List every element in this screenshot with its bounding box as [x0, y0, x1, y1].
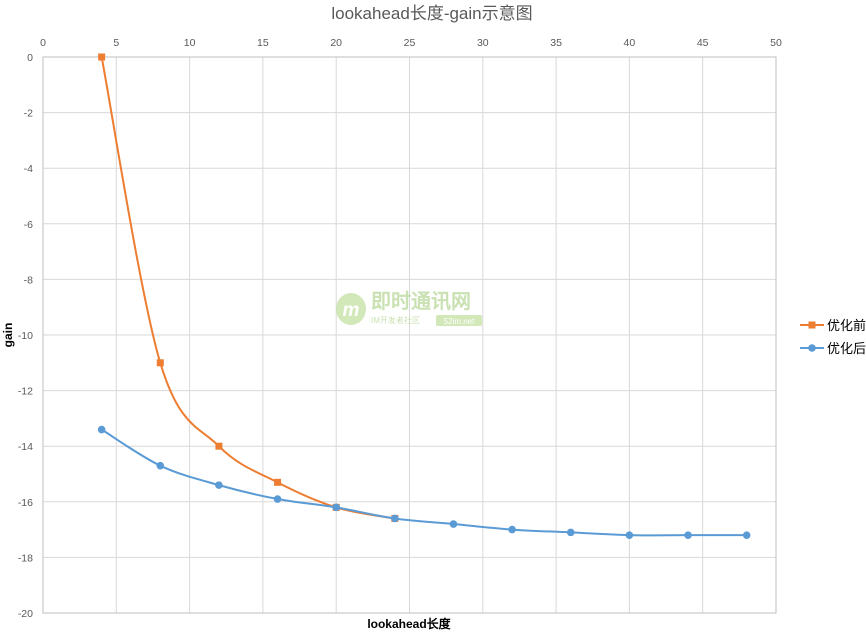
data-point-2	[97, 425, 106, 434]
watermark-logo-icon: m	[336, 293, 366, 325]
y-tick-label: -4	[24, 163, 33, 175]
y-tick-label: -14	[18, 441, 33, 453]
x-tick-label: 25	[404, 37, 416, 49]
legend-marker-1	[808, 321, 816, 329]
y-axis-label: gain	[1, 323, 15, 348]
data-point-2	[684, 531, 692, 539]
data-point-2	[391, 514, 399, 523]
data-point-1	[215, 442, 223, 450]
data-point-2	[332, 503, 341, 512]
x-tick-label: 0	[40, 37, 46, 49]
data-point-2	[273, 495, 282, 503]
legend-label-2: 优化后	[827, 341, 866, 356]
x-tick-label: 20	[330, 37, 342, 49]
data-point-2	[742, 531, 751, 539]
watermark-logo-letter: m	[343, 300, 360, 321]
y-tick-label: -20	[18, 608, 33, 620]
data-point-2	[508, 525, 516, 534]
data-point-2	[566, 528, 575, 537]
y-tick-label: -18	[18, 552, 33, 564]
watermark: m 即时通讯网 IM开发者社区 52im.net	[336, 290, 482, 326]
data-point-2	[156, 461, 165, 470]
x-tick-label: 50	[770, 37, 782, 49]
watermark-subtitle: IM开发者社区	[371, 315, 420, 325]
x-tick-label: 15	[257, 37, 269, 49]
series-2	[97, 425, 751, 539]
legend-marker-2	[808, 344, 816, 352]
x-tick-label: 5	[113, 37, 119, 49]
series-layer	[97, 53, 751, 539]
data-point-2	[215, 481, 223, 489]
data-point-2	[625, 531, 634, 539]
watermark-badge: 52im.net	[444, 317, 475, 326]
y-tick-label: -16	[18, 497, 33, 509]
y-tick-label: -2	[24, 108, 33, 120]
x-axis-label: lookahead长度	[367, 616, 451, 631]
y-tick-label: 0	[27, 52, 33, 64]
legend-item-2: 优化后	[800, 341, 866, 356]
data-point-2	[449, 520, 458, 528]
plot-area: 0 5 10 15 20 25 30 35 40 45 50 0 -2 -4 -6 -8 -10 -12 -14 -…	[18, 37, 782, 620]
x-tick-label: 45	[697, 37, 709, 49]
x-tick-label: 40	[624, 37, 636, 49]
y-tick-label: -10	[18, 330, 33, 342]
watermark-title: 即时通讯网	[371, 290, 471, 313]
watermark-badge-bg	[436, 315, 482, 326]
legend-label-1: 优化前	[827, 318, 866, 333]
chart-title: lookahead长度-gain示意图	[331, 4, 532, 23]
data-point-1	[98, 53, 106, 61]
x-tick-label: 10	[184, 37, 196, 49]
plot-frame	[42, 56, 777, 614]
y-tick-label: -8	[24, 274, 33, 286]
y-tick-label: -12	[18, 386, 33, 398]
x-tick-label: 30	[477, 37, 489, 49]
y-tick-label: -6	[24, 219, 33, 231]
data-point-1	[156, 359, 164, 367]
data-point-1	[274, 478, 282, 486]
legend-item-1: 优化前	[800, 318, 866, 333]
y-tick-labels: 0 -2 -4 -6 -8 -10 -12 -14 -16 -18 -20	[18, 52, 33, 620]
x-tick-label: 35	[550, 37, 562, 49]
x-tick-labels: 0 5 10 15 20 25 30 35 40 45 50	[40, 37, 782, 49]
